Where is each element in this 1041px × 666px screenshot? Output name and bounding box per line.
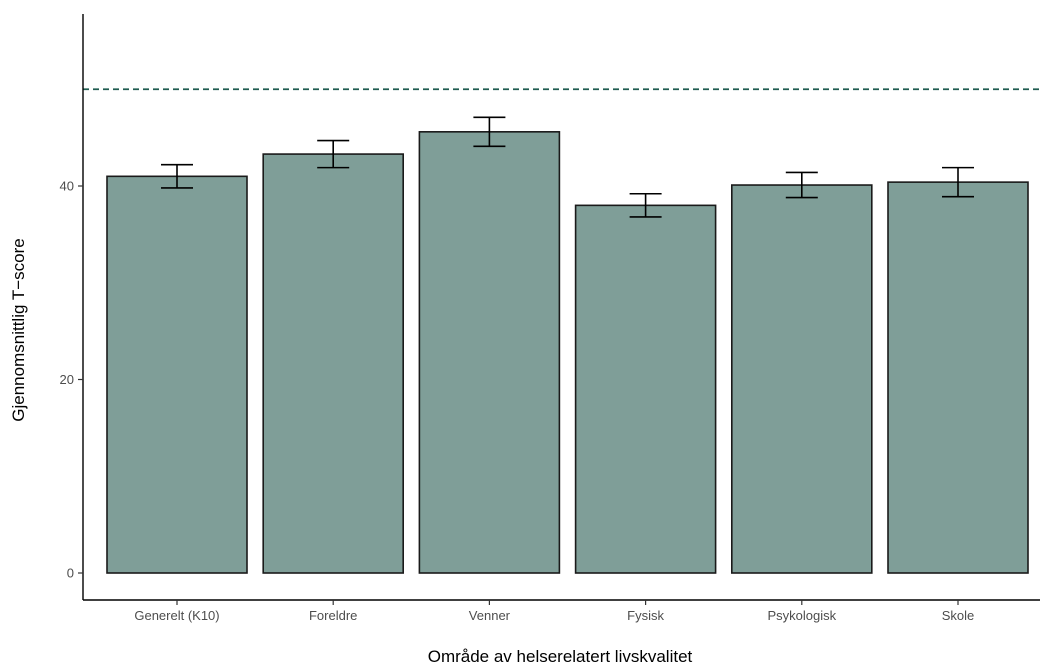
x-tick-label: Foreldre bbox=[309, 608, 357, 623]
y-tick-label: 20 bbox=[60, 372, 74, 387]
y-tick-label: 40 bbox=[60, 179, 74, 194]
x-tick-label: Fysisk bbox=[627, 608, 664, 623]
x-tick-label: Skole bbox=[942, 608, 975, 623]
bar bbox=[418, 131, 561, 574]
bars-layer bbox=[106, 131, 1029, 574]
bar bbox=[262, 153, 405, 574]
y-axis-title: Gjennomsnittlig T−score bbox=[9, 238, 28, 421]
x-ticks-layer: Generelt (K10) Foreldre Venner Fysisk Psykol… bbox=[134, 600, 974, 623]
bar bbox=[106, 175, 248, 574]
error-bars-layer bbox=[161, 116, 974, 218]
x-tick-label: Psykologisk bbox=[767, 608, 836, 623]
x-tick-label: Venner bbox=[469, 608, 511, 623]
bar bbox=[574, 204, 717, 574]
x-tick-label: Generelt (K10) bbox=[134, 608, 219, 623]
x-axis-title: Område av helserelatert livskvalitet bbox=[428, 647, 693, 666]
y-tick-label: 0 bbox=[67, 566, 74, 581]
y-ticks-layer: 0 20 40 bbox=[60, 179, 83, 581]
bar bbox=[730, 184, 873, 574]
bar bbox=[887, 181, 1029, 574]
